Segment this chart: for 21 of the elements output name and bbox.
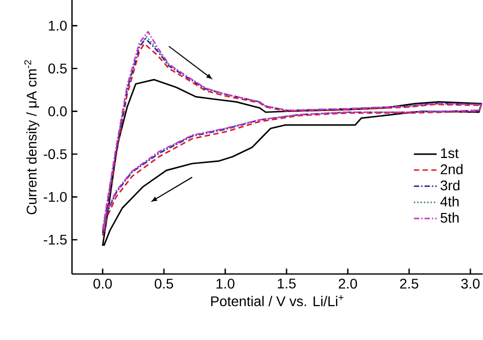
y-tick-label: -1.5 [44,234,67,245]
y-tick-label: -1.0 [44,192,67,202]
x-tick-label: 2.5 [400,278,418,289]
legend-label: 2nd [440,164,463,174]
legend-label: 5th [440,212,459,223]
x-tick-label: 1.5 [278,278,296,288]
legend-label: 4th [440,196,459,207]
x-axis-title: Potential / V vs. Li/Li$^{+}$ [211,295,344,306]
y-tick-label: 0.0 [48,106,67,116]
legend-label: 1st [441,148,459,158]
legend-label: 3rd [440,180,460,190]
x-tick-label: 3.0 [461,278,480,289]
y-axis-title: Current density / μA cm$^{-2}$ [24,60,40,214]
x-tick-label: 0.0 [93,278,112,289]
x-tick-label: 1.0 [216,278,234,289]
y-tick-label: -0.5 [44,149,67,160]
y-tick-label: 1.0 [48,20,67,31]
x-tick-label: 2.0 [338,278,357,289]
line-series [102,78,482,246]
y-tick-label: 0.5 [48,64,67,74]
x-tick-label: 0.5 [154,278,174,289]
